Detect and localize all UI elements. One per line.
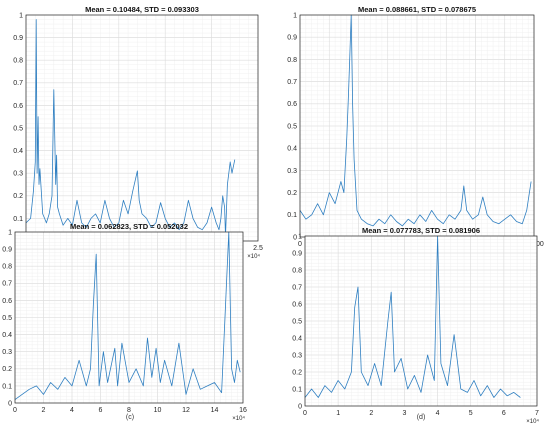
y-tick-label: 0.8 <box>287 57 297 64</box>
chart-panel: 00.10.20.30.40.50.60.70.80.910 2 4 6 8 10 12 14… <box>2 222 247 422</box>
y-tick-label: 0.3 <box>287 168 297 175</box>
panel-caption: (c) <box>126 414 134 421</box>
panel-caption: (d) <box>417 414 426 421</box>
x-tick-label: 8 <box>127 407 131 414</box>
y-tick-label: 0.7 <box>292 284 302 291</box>
data-line <box>14 231 241 400</box>
y-tick-label: 0.2 <box>13 193 23 200</box>
x-multiplier: ×10⁴ <box>526 418 539 425</box>
y-tick-label: 1 <box>8 229 12 236</box>
y-tick-label: 1 <box>293 12 297 19</box>
x-tick-label: 2.5 <box>253 245 263 252</box>
y-tick-label: 0.1 <box>13 216 23 223</box>
y-tick-label: 0.4 <box>287 146 297 153</box>
y-tick-label: 0.1 <box>292 386 302 393</box>
y-tick-label: 0 <box>298 403 302 410</box>
x-tick-label: 16 <box>239 407 247 414</box>
y-tick-label: 0.4 <box>13 148 23 155</box>
y-tick-label: 0.2 <box>292 369 302 376</box>
x-tick-label: 3 <box>402 410 406 417</box>
x-tick-label: 4 <box>70 407 74 414</box>
y-tick-label: 0.5 <box>2 315 12 322</box>
data-line <box>25 19 236 237</box>
y-tick-label: 0 <box>8 400 12 407</box>
x-tick-label: 2 <box>42 407 46 414</box>
y-tick-label: 0.4 <box>2 332 12 339</box>
y-tick-label: 0.2 <box>287 190 297 197</box>
y-tick-label: 0.6 <box>292 301 302 308</box>
y-tick-label: 0.8 <box>2 264 12 271</box>
y-tick-label: 0 <box>293 234 297 241</box>
x-tick-label: 4 <box>436 410 440 417</box>
chart-title: Mean = 0.077783, STD = 0.081906 <box>362 226 480 235</box>
x-tick-label: 7 <box>535 410 539 417</box>
y-tick-label: 0.1 <box>287 212 297 219</box>
y-tick-label: 0.9 <box>2 247 12 254</box>
y-tick-label: 1 <box>298 233 302 240</box>
y-tick-label: 0.7 <box>2 281 12 288</box>
y-tick-label: 0.1 <box>2 383 12 390</box>
x-tick-label: 14 <box>211 407 219 414</box>
y-tick-label: 0.7 <box>13 80 23 87</box>
x-tick-label: 5 <box>469 410 473 417</box>
x-tick-label: 2 <box>369 410 373 417</box>
axes-box <box>304 235 538 407</box>
chart-title: Mean = 0.062823, STD = 0.052032 <box>70 222 188 231</box>
chart-title: Mean = 0.10484, STD = 0.093303 <box>85 5 199 14</box>
y-tick-label: 0.9 <box>13 35 23 42</box>
x-tick-label: 0 <box>298 241 302 248</box>
y-tick-label: 0.6 <box>287 101 297 108</box>
x-tick-label: 0 <box>303 410 307 417</box>
y-tick-label: 0.6 <box>13 103 23 110</box>
y-tick-label: 0.3 <box>2 349 12 356</box>
y-tick-label: 0.3 <box>13 171 23 178</box>
axes-box <box>14 231 244 404</box>
x-tick-label: 0 <box>13 407 17 414</box>
y-tick-label: 0.5 <box>292 318 302 325</box>
y-tick-label: 0.9 <box>292 250 302 257</box>
chart-panel: 00.10.20.30.40.50.60.70.80.910 1 2 3 4 5 6 7×10… <box>292 226 539 425</box>
y-tick-label: 0.3 <box>292 352 302 359</box>
y-tick-label: 0.5 <box>287 123 297 130</box>
chart-panel: 00.10.20.30.40.50.60.70.80.9102000400060… <box>287 5 544 248</box>
y-tick-label: 1 <box>19 12 23 19</box>
x-tick-label: 6 <box>502 410 506 417</box>
y-tick-label: 0.9 <box>287 35 297 42</box>
y-tick-label: 0.8 <box>13 58 23 65</box>
data-line <box>299 14 532 227</box>
chart-title: Mean = 0.088661, STD = 0.078675 <box>358 5 476 14</box>
y-tick-label: 0.6 <box>2 298 12 305</box>
chart-panel: 00.10.20.30.40.50.60.70.80.9100.511.522.… <box>13 5 263 260</box>
x-tick-label: 10 <box>154 407 162 414</box>
x-tick-label: 12 <box>182 407 190 414</box>
data-line <box>304 235 521 398</box>
x-multiplier: ×10⁴ <box>247 253 260 260</box>
y-tick-label: 0.2 <box>2 366 12 373</box>
y-tick-label: 0.4 <box>292 335 302 342</box>
y-tick-label: 0.7 <box>287 79 297 86</box>
x-tick-label: 1 <box>336 410 340 417</box>
y-tick-label: 0.5 <box>13 125 23 132</box>
x-multiplier: ×10⁴ <box>232 415 245 422</box>
x-tick-label: 6 <box>99 407 103 414</box>
y-tick-label: 0.8 <box>292 267 302 274</box>
